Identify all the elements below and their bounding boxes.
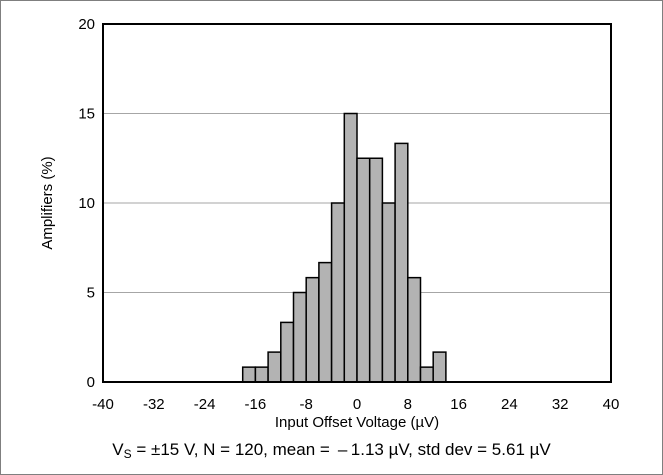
histogram-bar: [280, 321, 295, 383]
x-tick-label: -32: [143, 396, 165, 413]
x-tick-label: 0: [353, 396, 361, 413]
caption-vs-prefix: V: [112, 440, 124, 459]
histogram-bar: [318, 261, 333, 383]
histogram-bar: [292, 291, 307, 383]
x-tick-label: -24: [194, 396, 216, 413]
y-tick-label: 10: [78, 195, 95, 212]
y-tick-label: 20: [78, 16, 95, 33]
x-tick-label: 32: [552, 396, 569, 413]
histogram-bar: [343, 112, 358, 383]
histogram-bar: [419, 366, 434, 383]
histogram-bar: [267, 351, 282, 383]
y-tick-label: 5: [87, 285, 95, 302]
x-axis-label: Input Offset Voltage (µV): [275, 414, 439, 431]
histogram-bar: [407, 276, 422, 383]
y-axis-label: Amplifiers (%): [39, 156, 56, 249]
x-tick-label: 8: [404, 396, 412, 413]
x-tick-label: 40: [603, 396, 620, 413]
x-tick-label: -8: [300, 396, 313, 413]
x-tick-labels: -40 -32 -24 -16 -8 0 8 16 24 32 40: [92, 396, 619, 413]
y-tick-label: 0: [87, 374, 95, 391]
x-tick-label: 16: [450, 396, 467, 413]
histogram-bar: [368, 157, 384, 383]
histogram-bar: [394, 142, 409, 383]
histogram-bar: [254, 366, 269, 383]
histogram-bar: [305, 276, 320, 383]
histogram-bar: [330, 202, 346, 383]
chart-caption: VS = ±15 V, N = 120, mean = – 1.13 µV, s…: [0, 440, 663, 461]
y-tick-labels: 0 5 10 15 20: [78, 16, 95, 391]
histogram-bar: [241, 366, 257, 383]
histogram-bar: [356, 157, 371, 383]
y-tick-label: 15: [78, 106, 95, 123]
caption-vs-subscript: S: [123, 447, 132, 461]
plot-area-border: [102, 23, 612, 383]
histogram-bar: [381, 202, 396, 383]
x-tick-label: -40: [92, 396, 114, 413]
x-tick-label: 24: [501, 396, 518, 413]
x-tick-label: -16: [245, 396, 267, 413]
caption-text: = ±15 V, N = 120, mean = – 1.13 µV, std …: [131, 440, 551, 459]
histogram-bar: [432, 351, 447, 383]
histogram-bars: [241, 112, 447, 383]
